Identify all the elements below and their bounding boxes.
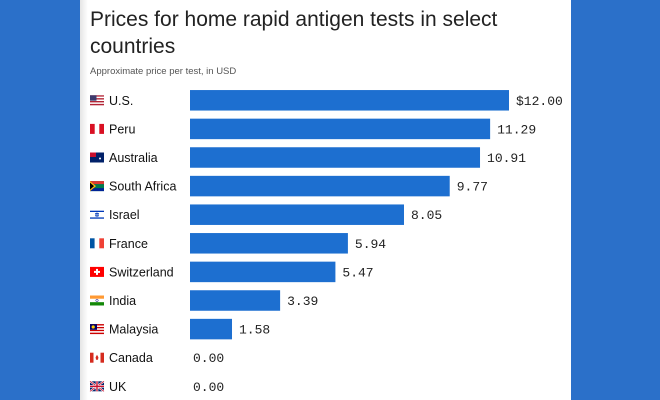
bar-chart: U.S. $12.00 Peru 11.29 Australia 10.91 South A… (89, 90, 563, 395)
israel-flag-icon (90, 209, 104, 220)
bar (190, 318, 233, 340)
category-label: Israel (109, 208, 140, 222)
canada-flag-icon (90, 352, 104, 363)
chart-title: Prices for home rapid antigen tests in s… (90, 8, 498, 58)
category-label: UK (109, 380, 127, 394)
value-label: 5.47 (342, 265, 373, 280)
value-label: 3.39 (287, 294, 318, 309)
value-label: 9.77 (457, 180, 488, 195)
australia-flag-icon (90, 152, 104, 163)
category-label: South Africa (109, 180, 176, 194)
category-label: India (109, 294, 136, 308)
chart-card: Prices for home rapid antigen tests in s… (80, 0, 571, 400)
value-label: 1.58 (239, 323, 270, 338)
value-label: 11.29 (497, 122, 536, 137)
bar (190, 233, 348, 254)
switzerland-flag-icon (90, 266, 104, 277)
bar (190, 90, 509, 111)
category-label: Peru (109, 122, 135, 136)
value-label: 8.05 (411, 208, 442, 223)
bar (190, 147, 481, 168)
malaysia-flag-icon (90, 324, 104, 335)
category-label: Malaysia (109, 323, 158, 337)
value-label: 5.94 (355, 237, 386, 252)
bar (190, 290, 281, 311)
category-label: Switzerland (109, 265, 174, 279)
south-africa-flag-icon (90, 181, 104, 192)
india-flag-icon (90, 295, 104, 306)
value-label: $12.00 (516, 94, 563, 109)
category-label: France (109, 237, 148, 251)
value-label: 0.00 (193, 351, 224, 366)
category-label: Canada (109, 351, 153, 365)
us-flag-icon (90, 95, 104, 106)
bar (190, 175, 450, 197)
value-label: 0.00 (193, 380, 224, 395)
value-label: 10.91 (487, 151, 526, 166)
category-label: Australia (109, 151, 158, 165)
uk-flag-icon (89, 380, 105, 393)
category-label: U.S. (109, 94, 133, 108)
bar (190, 204, 404, 225)
chart-subtitle: Approximate price per test, in USD (90, 66, 237, 77)
france-flag-icon (90, 238, 104, 249)
bar (190, 118, 491, 140)
peru-flag-icon (90, 123, 104, 134)
bar (190, 261, 336, 283)
